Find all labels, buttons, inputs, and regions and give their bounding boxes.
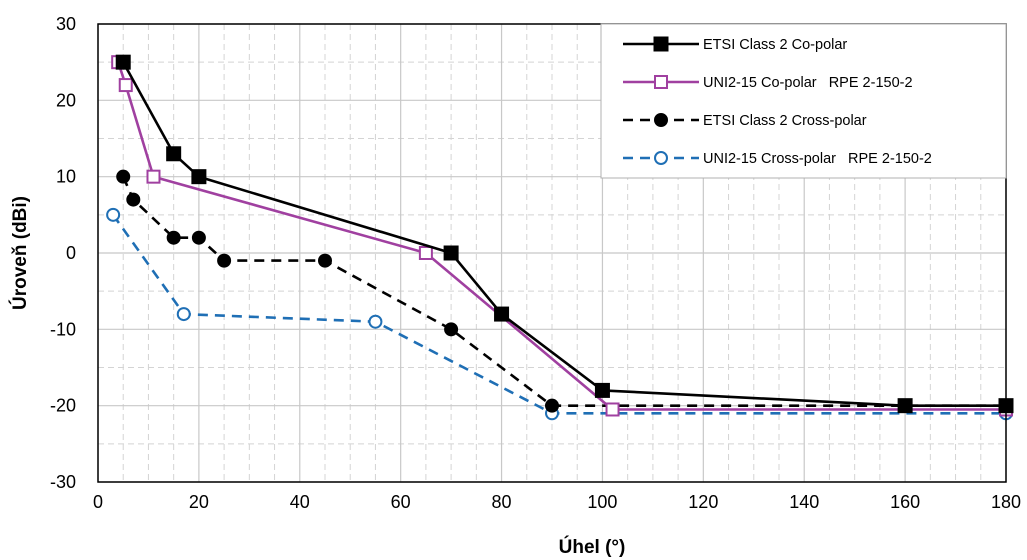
data-point xyxy=(594,382,610,398)
data-point xyxy=(444,322,459,337)
x-tick-label: 80 xyxy=(492,492,512,512)
series-3 xyxy=(116,169,1013,413)
legend: ETSI Class 2 Co-polar UNI2-15 Co-polar RP… xyxy=(600,23,1007,179)
plot-area-border xyxy=(97,23,1007,483)
legend-label: UNI2-15 Co-polar RPE 2-150-2 xyxy=(703,75,913,91)
y-tick-label: 30 xyxy=(56,14,76,34)
data-point xyxy=(115,54,131,70)
data-point xyxy=(418,246,433,260)
data-point xyxy=(166,230,181,245)
data-point xyxy=(191,169,207,185)
y-tick-label: 20 xyxy=(56,90,76,110)
data-point xyxy=(166,146,182,162)
y-tick-label: -20 xyxy=(50,396,76,416)
y-axis-title: Úroveň (dBi) xyxy=(9,196,31,310)
data-point xyxy=(146,169,161,184)
data-point xyxy=(545,398,559,413)
data-point xyxy=(176,307,191,322)
data-point xyxy=(368,314,383,329)
series-layer xyxy=(106,54,1014,421)
y-tick-label: 10 xyxy=(56,167,76,187)
legend-item: UNI2-15 Cross-polar RPE 2-150-2 xyxy=(623,151,932,167)
x-tick-label: 180 xyxy=(991,492,1021,512)
series-4 xyxy=(106,207,1013,421)
x-tick-label: 20 xyxy=(189,492,209,512)
x-tick-label: 0 xyxy=(93,492,103,512)
legend-item: ETSI Class 2 Co-polar xyxy=(623,36,847,53)
data-point xyxy=(116,169,131,184)
legend-item: ETSI Class 2 Cross-polar xyxy=(623,113,867,129)
x-tick-label: 120 xyxy=(688,492,718,512)
legend-marker xyxy=(654,75,668,89)
x-tick-label: 40 xyxy=(290,492,310,512)
x-tick-labels: 0 20 40 60 80 100 120 140 160 180 xyxy=(93,492,1021,512)
data-point xyxy=(897,398,913,414)
legend-marker xyxy=(653,36,669,52)
legend-label: ETSI Class 2 Cross-polar xyxy=(703,113,867,129)
x-tick-label: 100 xyxy=(587,492,617,512)
data-point xyxy=(191,230,206,245)
y-tick-label: -10 xyxy=(50,319,76,339)
series-1 xyxy=(115,54,1014,414)
legend-label: UNI2-15 Cross-polar RPE 2-150-2 xyxy=(703,151,932,167)
legend-label: ETSI Class 2 Co-polar xyxy=(703,37,847,53)
data-point xyxy=(443,245,459,261)
data-point xyxy=(217,253,232,268)
y-tick-labels: 30 20 10 0 -10 -20 -30 xyxy=(50,14,76,492)
x-axis-title: Úhel (°) xyxy=(559,536,626,558)
y-tick-label: 0 xyxy=(66,243,76,263)
data-point xyxy=(126,192,141,207)
data-point xyxy=(494,306,510,322)
data-point xyxy=(118,78,133,93)
x-tick-label: 60 xyxy=(391,492,411,512)
x-tick-label: 140 xyxy=(789,492,819,512)
y-tick-label: -30 xyxy=(50,472,76,492)
data-point xyxy=(605,402,620,417)
data-point xyxy=(106,207,121,222)
data-point xyxy=(318,253,332,268)
legend-item: UNI2-15 Co-polar RPE 2-150-2 xyxy=(623,75,913,91)
legend-marker xyxy=(654,151,668,165)
legend-marker xyxy=(654,113,668,127)
series-line xyxy=(112,214,1006,415)
x-tick-label: 160 xyxy=(890,492,920,512)
